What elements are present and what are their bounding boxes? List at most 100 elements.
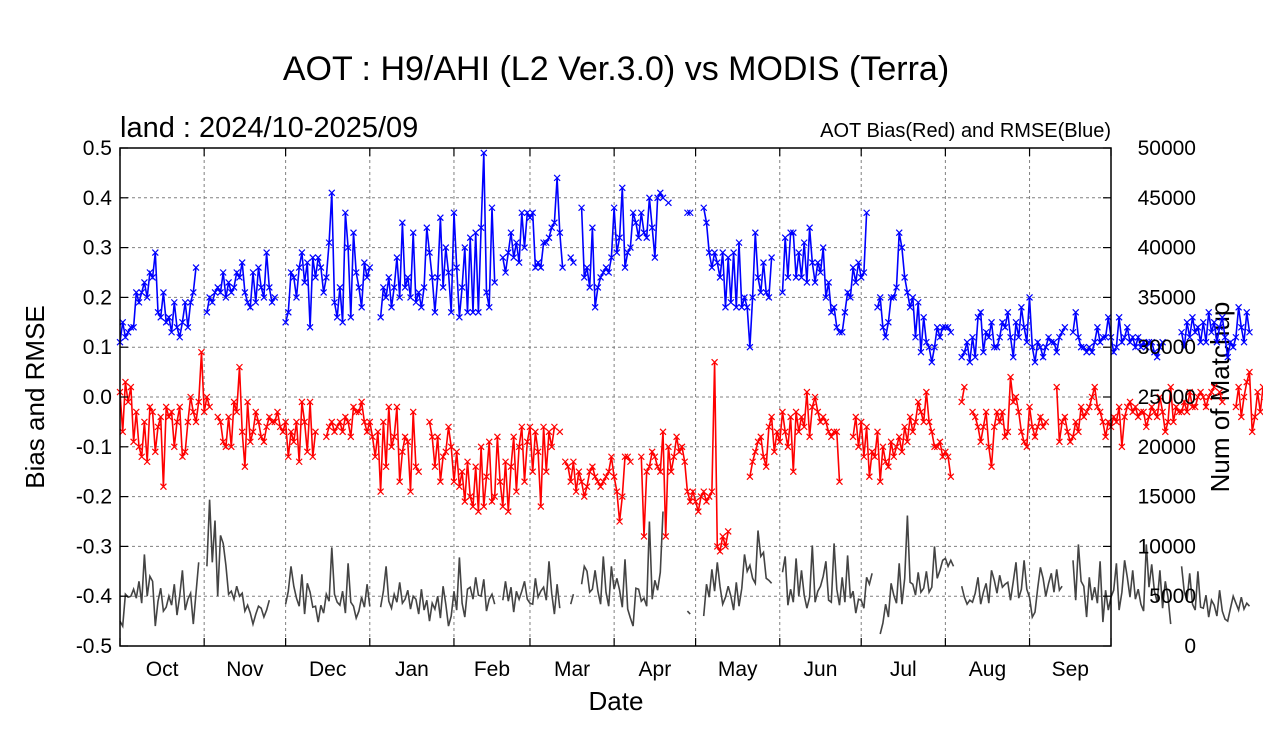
bias-point xyxy=(458,468,466,476)
bias-point xyxy=(1126,398,1134,406)
rmse-point xyxy=(578,204,585,212)
bias-point xyxy=(990,423,998,431)
rmse-point xyxy=(409,229,417,237)
bias-point xyxy=(941,448,949,456)
rmse-point xyxy=(423,224,431,232)
bias-point xyxy=(787,413,795,421)
rmse-point xyxy=(214,284,222,291)
rmse-point xyxy=(735,239,743,247)
bias-point xyxy=(276,423,284,431)
rmse-point xyxy=(665,199,672,207)
rmse-point xyxy=(1102,333,1109,341)
bias-point xyxy=(507,463,515,471)
bias-point xyxy=(274,408,281,416)
rmse-point xyxy=(895,229,903,237)
rmse-point xyxy=(412,298,420,306)
bias-point xyxy=(760,453,767,461)
bias-point xyxy=(692,498,700,506)
bias-point xyxy=(350,403,357,411)
bias-point xyxy=(1235,383,1243,391)
chart-title: AOT : H9/AHI (L2 Ver.3.0) vs MODIS (Terr… xyxy=(283,50,949,88)
rmse-point xyxy=(385,274,393,281)
rmse-point xyxy=(969,333,976,341)
bias-point xyxy=(515,443,523,451)
rmse-point xyxy=(909,293,917,301)
matchup-line xyxy=(960,560,1063,620)
rmse-point xyxy=(219,269,227,276)
rmse-point xyxy=(1213,338,1221,346)
bias-point xyxy=(407,488,414,496)
bias-point xyxy=(697,493,705,501)
rmse-point xyxy=(160,288,167,296)
rmse-point xyxy=(241,288,249,296)
rmse-point xyxy=(553,174,561,182)
rmse-point xyxy=(906,303,914,311)
rmse-point xyxy=(157,313,165,321)
bias-point xyxy=(374,428,382,436)
rmse-point xyxy=(1053,348,1061,356)
rmse-point xyxy=(684,209,691,217)
rmse-point xyxy=(483,288,490,296)
rmse-point xyxy=(472,229,480,237)
rmse-point xyxy=(1205,308,1213,316)
x-tick-label: Oct xyxy=(146,658,179,681)
rmse-point xyxy=(920,313,928,321)
rmse-point xyxy=(170,298,178,306)
bias-point xyxy=(651,453,659,461)
axes: 0.5 0.4 0.3 0.2 0.1 0.0 -0.1 -0.2 -0.3 -0.4 -0.5 50… xyxy=(76,137,1196,681)
bias-point xyxy=(1015,408,1023,416)
bias-point xyxy=(1205,393,1213,401)
bias-point xyxy=(871,453,879,461)
rmse-point xyxy=(203,308,211,316)
rmse-point xyxy=(366,264,374,271)
y2-tick-label: 25000 xyxy=(1138,386,1196,409)
rmse-point xyxy=(806,224,814,232)
bias-point xyxy=(988,463,995,471)
rmse-point xyxy=(187,298,195,306)
bias-point xyxy=(366,418,374,426)
rmse-point xyxy=(635,234,643,242)
rmse-point xyxy=(1178,328,1186,336)
rmse-point xyxy=(526,214,534,222)
bias-point xyxy=(882,458,890,466)
bias-point xyxy=(439,453,447,461)
rmse-point xyxy=(217,288,224,296)
bias-point xyxy=(1170,418,1177,426)
bias-point xyxy=(217,418,224,426)
rmse-point xyxy=(616,234,623,242)
rmse-point xyxy=(757,288,765,296)
bias-point xyxy=(523,438,531,446)
bias-line xyxy=(217,367,317,467)
bias-point xyxy=(1001,433,1009,441)
y2-tick-label: 35000 xyxy=(1138,286,1196,309)
rmse-point xyxy=(703,219,710,227)
rmse-point xyxy=(1004,308,1012,316)
rmse-point xyxy=(738,303,746,311)
rmse-point xyxy=(1091,338,1099,346)
rmse-point xyxy=(700,204,708,212)
bias-point xyxy=(586,468,594,476)
rmse-point xyxy=(594,284,602,291)
bias-point xyxy=(1093,403,1101,411)
rmse-point xyxy=(624,249,632,257)
bias-point xyxy=(1096,408,1104,416)
bias-point xyxy=(518,423,526,431)
rmse-point xyxy=(179,318,186,326)
rmse-point xyxy=(1123,323,1131,331)
bias-point xyxy=(985,443,993,451)
rmse-point xyxy=(844,288,852,296)
rmse-point xyxy=(135,298,143,306)
bias-point xyxy=(504,508,512,515)
rmse-line xyxy=(960,297,1066,363)
bias-point xyxy=(974,423,982,431)
y2-tick-label: 0 xyxy=(1184,635,1196,658)
rmse-point xyxy=(208,298,216,306)
rmse-point xyxy=(765,293,773,301)
bias-point xyxy=(895,433,903,441)
bias-point xyxy=(255,418,262,426)
x-axis-label: Date xyxy=(589,686,644,716)
rmse-point xyxy=(860,269,868,276)
rmse-point xyxy=(1243,308,1251,316)
bias-point xyxy=(1007,373,1014,381)
rmse-point xyxy=(846,293,854,301)
